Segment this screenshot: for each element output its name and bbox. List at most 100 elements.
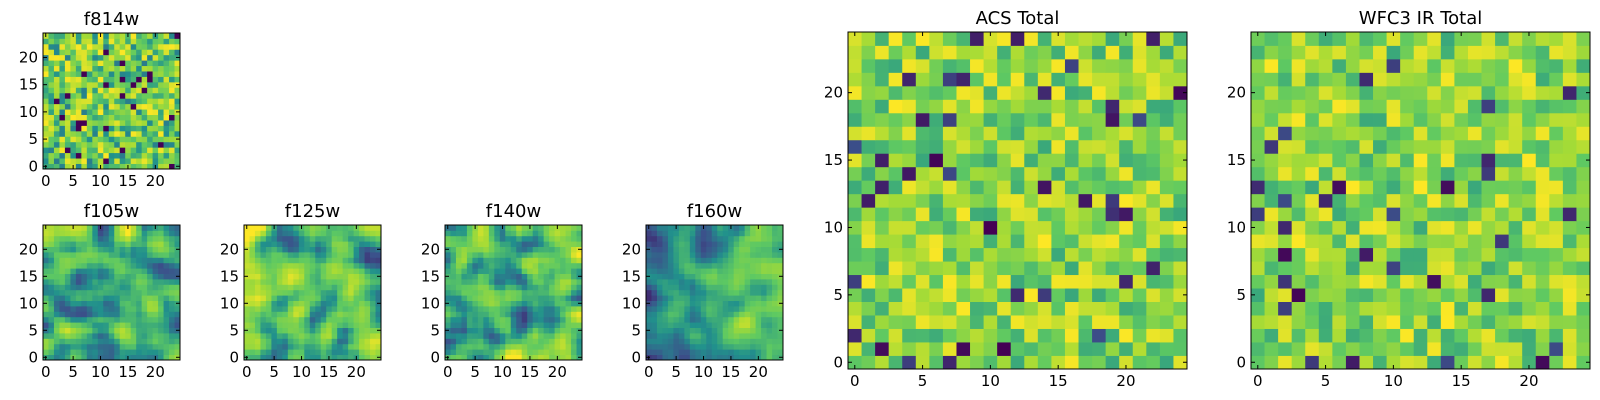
heatmap-cell [326, 257, 333, 264]
heatmap-cell [119, 273, 126, 280]
heatmap-cell [59, 268, 66, 274]
heatmap-cell [103, 230, 110, 237]
heatmap-cell [97, 246, 104, 253]
heatmap-cell [1549, 274, 1564, 289]
heatmap-cell [673, 295, 680, 301]
heatmap-cell [678, 284, 685, 291]
heatmap-cell [1467, 72, 1482, 87]
heatmap-cell [1105, 315, 1120, 329]
heatmap-cell [744, 327, 751, 334]
heatmap-cell [81, 103, 88, 110]
heatmap-cell [293, 354, 300, 361]
heatmap-cell [651, 306, 658, 312]
heatmap-cell [494, 279, 501, 285]
heatmap-cell [375, 230, 382, 237]
heatmap-cell [956, 261, 971, 276]
heatmap-cell [1508, 301, 1523, 316]
heatmap-cell [1305, 58, 1320, 73]
heatmap-cell [304, 273, 311, 280]
heatmap-cell [848, 274, 862, 289]
heatmap-cell [1549, 99, 1564, 114]
heatmap-cell [1278, 180, 1293, 195]
heatmap-cell [929, 45, 944, 60]
heatmap-cell [777, 284, 784, 291]
heatmap-cell [755, 273, 762, 280]
heatmap-cell [249, 306, 256, 312]
heatmap-cell [1427, 126, 1442, 141]
heatmap-cell [1508, 261, 1523, 276]
heatmap-cell [1481, 220, 1496, 235]
heatmap-cell [64, 306, 71, 312]
heatmap-cell [375, 225, 382, 231]
heatmap-cell [494, 316, 501, 323]
heatmap-cell [326, 333, 333, 339]
heatmap-cell [777, 252, 784, 258]
heatmap-cell [739, 257, 746, 264]
heatmap-cell [1105, 261, 1120, 276]
y-tick-label: 10 [824, 218, 843, 236]
heatmap-cell [571, 246, 577, 253]
heatmap-cell [70, 120, 77, 126]
heatmap-cell [108, 43, 115, 50]
heatmap-cell [744, 279, 751, 285]
heatmap-cell [875, 58, 890, 73]
heatmap-cell [662, 354, 669, 361]
heatmap-cell [1037, 274, 1052, 289]
heatmap-cell [521, 262, 528, 269]
heatmap-cell [1427, 355, 1442, 370]
heatmap-cell [755, 268, 762, 274]
heatmap-cell [147, 120, 153, 126]
heatmap-cell [81, 273, 88, 280]
heatmap-cell [1092, 72, 1107, 87]
heatmap-cell [254, 246, 261, 253]
heatmap-cell [472, 306, 479, 312]
heatmap-cell [1413, 45, 1428, 60]
heatmap-cell [1522, 45, 1537, 60]
heatmap-cell [108, 92, 115, 99]
heatmap-cell [103, 76, 110, 83]
heatmap-cell [646, 279, 652, 285]
heatmap-cell [717, 230, 724, 237]
heatmap-cell [370, 316, 376, 323]
heatmap-cell [1010, 207, 1025, 222]
heatmap-cell [1105, 139, 1120, 154]
heatmap-cell [315, 316, 322, 323]
heatmap-cell [86, 279, 93, 285]
heatmap-cell [538, 316, 545, 323]
heatmap-cell [141, 114, 148, 121]
heatmap-cell [656, 349, 663, 355]
heatmap-cell [970, 328, 984, 343]
heatmap-cell [315, 343, 322, 350]
panel-title: f105w [84, 201, 139, 222]
heatmap-cell [1495, 45, 1510, 60]
heatmap-cell [348, 306, 354, 312]
heatmap-cell [103, 300, 110, 307]
heatmap-cell [342, 273, 349, 280]
heatmap-cell [1105, 58, 1120, 73]
heatmap-cell [700, 273, 707, 280]
heatmap-cell [728, 235, 735, 242]
heatmap-cell [147, 43, 153, 50]
heatmap-cell [348, 252, 354, 258]
heatmap-cell [450, 284, 457, 291]
heatmap-cell [1440, 342, 1455, 356]
heatmap-cell [521, 316, 528, 323]
heatmap-cell [1454, 234, 1469, 249]
heatmap-cell [1386, 45, 1401, 60]
y-tick-label: 0 [229, 348, 239, 366]
heatmap-cell [1092, 85, 1107, 100]
heatmap-cell [1010, 112, 1025, 127]
heatmap-cell [1495, 72, 1510, 87]
heatmap-cell [1132, 328, 1147, 343]
heatmap-cell [375, 349, 382, 355]
heatmap-cell [1146, 45, 1161, 60]
heatmap-cell [755, 300, 762, 307]
heatmap-cell [494, 273, 501, 280]
heatmap-cell [1078, 72, 1093, 87]
heatmap-cell [141, 273, 148, 280]
heatmap-cell [86, 120, 93, 126]
heatmap-cell [1264, 342, 1279, 356]
heatmap-cell [1440, 45, 1455, 60]
heatmap-cell [722, 322, 729, 328]
heatmap-cell [152, 76, 159, 83]
